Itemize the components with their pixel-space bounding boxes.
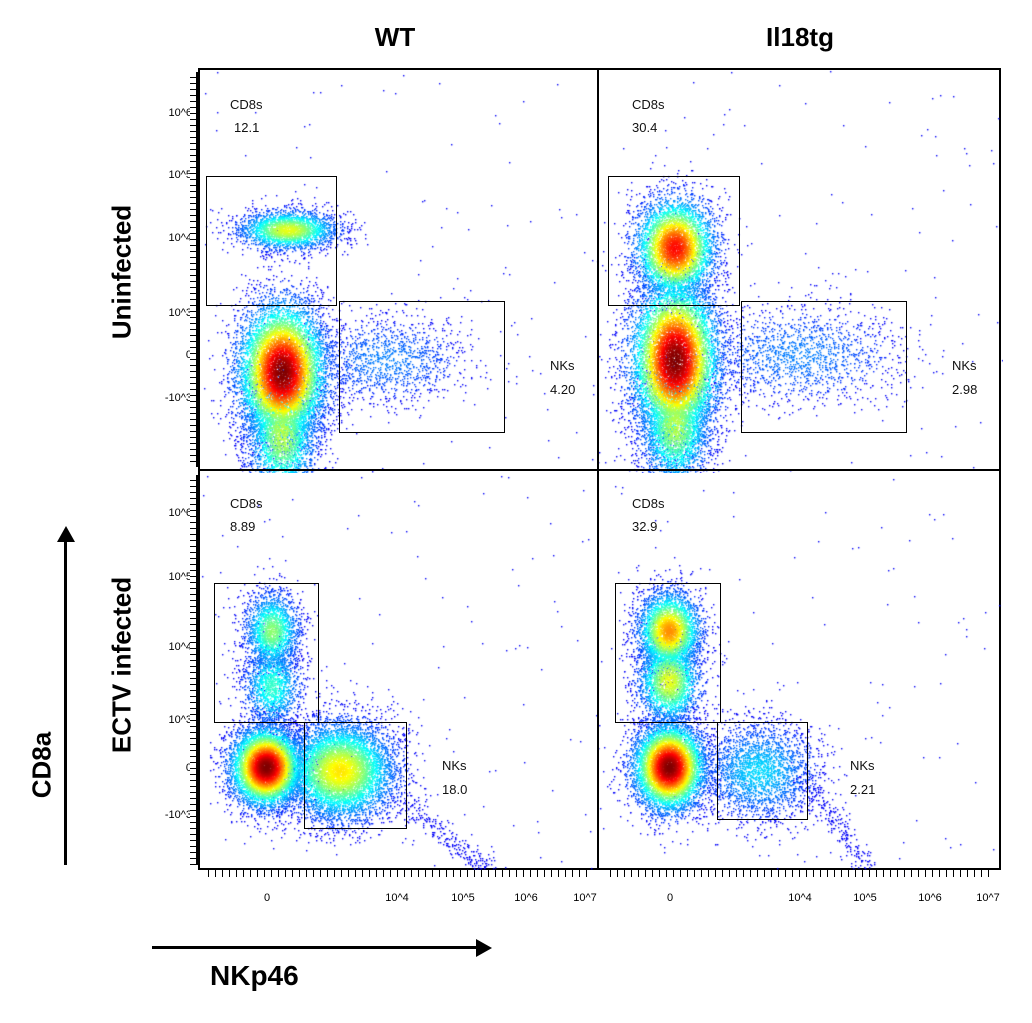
x-tick-label: 10^6 — [514, 892, 538, 904]
row-label-ectv-infected: ECTV infected — [106, 576, 137, 754]
y-tick-label: 10^5 — [168, 169, 192, 181]
y-tick-label: 0 — [185, 349, 192, 361]
x-tick-label: 10^5 — [451, 892, 475, 904]
gate-cd8s — [608, 176, 740, 306]
gate-percent-cd8s: 32.9 — [632, 519, 658, 534]
y-tick-label: -10^3 — [164, 392, 192, 404]
gate-percent-cd8s: 12.1 — [234, 120, 260, 135]
column-title-il18tg: Il18tg — [766, 22, 834, 52]
gate-label-cd8s: CD8s — [632, 97, 665, 112]
row-label-uninfected: Uninfected — [106, 204, 137, 340]
gate-label-nks: NKs — [550, 358, 575, 373]
gate-nks — [304, 722, 407, 829]
x-tick-label: 10^6 — [918, 892, 942, 904]
y-axis-title: CD8a — [26, 731, 57, 799]
plot-panel-il18tg-uninfected: CD8s 30.4 NKs 2.98 — [597, 68, 1003, 473]
y-tick-label: 10^5 — [168, 571, 192, 583]
gate-cd8s — [214, 583, 319, 723]
x-tick-label: 10^5 — [853, 892, 877, 904]
y-tick-label: 10^3 — [168, 714, 192, 726]
x-axis-ticks — [208, 870, 593, 877]
x-arrowhead-icon — [476, 939, 492, 957]
y-axis-ticks — [190, 72, 198, 467]
density-dots — [599, 70, 1003, 473]
gate-label-nks: NKs — [952, 358, 977, 373]
plot-panel-wt-uninfected: CD8s 12.1 NKs 4.20 — [198, 68, 601, 473]
gate-label-cd8s: CD8s — [632, 496, 665, 511]
gate-nks — [741, 301, 907, 433]
x-tick-label: 10^7 — [573, 892, 597, 904]
gate-nks — [717, 722, 808, 820]
gate-percent-nks: 4.20 — [550, 382, 576, 397]
x-axis-arrow — [152, 946, 478, 949]
x-tick-label: 10^7 — [976, 892, 1000, 904]
gate-percent-nks: 2.21 — [850, 782, 876, 797]
y-axis-ticks — [190, 475, 198, 865]
x-axis-ticks — [610, 870, 995, 877]
y-arrowhead-icon — [57, 526, 75, 542]
y-tick-label: -10^3 — [164, 809, 192, 821]
x-axis-title: NKp46 — [210, 960, 299, 991]
y-tick-label: 10^3 — [168, 307, 192, 319]
x-tick-label: 0 — [666, 892, 674, 904]
y-tick-label: 10^6 — [168, 107, 192, 119]
gate-percent-cd8s: 30.4 — [632, 120, 658, 135]
x-tick-label: 0 — [263, 892, 271, 904]
y-tick-label: 10^6 — [168, 507, 192, 519]
gate-cd8s — [206, 176, 337, 306]
plot-panel-il18tg-ectv-infected: CD8s 32.9 NKs 2.21 — [597, 469, 1003, 872]
density-dots — [599, 471, 1003, 872]
gate-nks — [339, 301, 505, 433]
gate-percent-nks: 2.98 — [952, 382, 978, 397]
gate-label-nks: NKs — [442, 758, 467, 773]
x-tick-label: 10^4 — [385, 892, 409, 904]
gate-label-cd8s: CD8s — [230, 496, 263, 511]
x-tick-label: 10^4 — [788, 892, 812, 904]
plot-panel-wt-ectv-infected: CD8s 8.89 NKs 18.0 — [198, 469, 601, 872]
gate-label-nks: NKs — [850, 758, 875, 773]
density-dots — [200, 471, 601, 872]
y-axis-arrow — [64, 540, 67, 865]
y-tick-label: 10^4 — [168, 232, 192, 244]
gate-percent-nks: 18.0 — [442, 782, 468, 797]
y-tick-label: 0 — [185, 762, 192, 774]
density-dots — [200, 70, 601, 473]
gate-label-cd8s: CD8s — [230, 97, 263, 112]
gate-cd8s — [615, 583, 721, 723]
column-title-wt: WT — [374, 22, 416, 52]
gate-percent-cd8s: 8.89 — [230, 519, 256, 534]
y-tick-label: 10^4 — [168, 641, 192, 653]
